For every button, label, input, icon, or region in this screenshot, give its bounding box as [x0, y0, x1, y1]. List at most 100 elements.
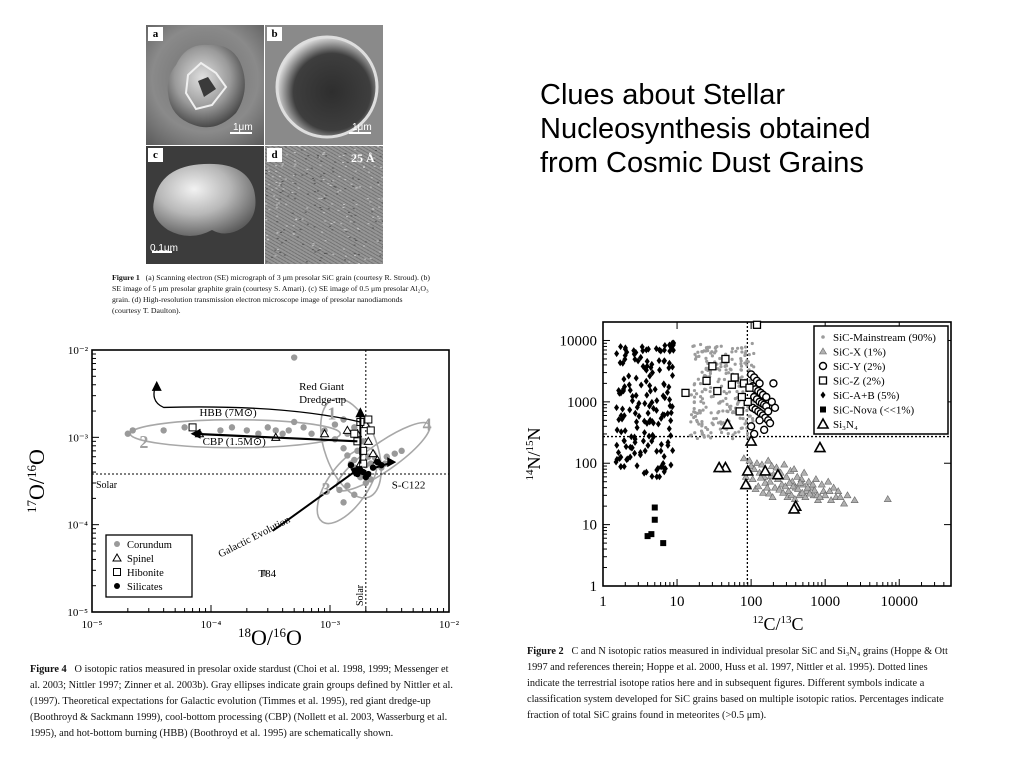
corundum-point	[340, 445, 347, 452]
mainstream-grain-point	[739, 368, 743, 372]
tem-texture-mark	[344, 179, 347, 181]
mainstream-grain-point	[752, 351, 756, 356]
ab-grain-point	[636, 412, 642, 420]
sic-grain-image	[167, 44, 252, 134]
tem-texture-mark	[283, 229, 286, 231]
x-grain-point	[821, 491, 830, 499]
figure-2-caption-text: C and N isotopic ratios measured in indi…	[527, 646, 948, 721]
ab-grain-point	[619, 415, 625, 423]
tem-texture-mark	[275, 207, 278, 209]
hibonite-point	[364, 415, 373, 424]
corundum-point	[272, 427, 279, 434]
tem-texture-mark	[293, 152, 296, 153]
tem-texture-mark	[381, 198, 383, 200]
tem-texture-mark	[275, 170, 278, 172]
ab-grain-point	[644, 391, 650, 399]
mainstream-grain-point	[717, 377, 721, 381]
y-tick-label: 10⁻²	[68, 345, 89, 357]
x-grain-point	[782, 472, 791, 480]
tem-texture-mark	[371, 211, 374, 213]
ab-grain-point	[630, 392, 636, 400]
mainstream-grain-point	[704, 346, 709, 350]
mainstream-grain-point	[697, 422, 701, 426]
tem-texture-mark	[285, 154, 288, 156]
ab-grain-point	[655, 420, 661, 428]
ab-grain-point	[620, 385, 626, 393]
tem-texture-mark	[313, 226, 316, 228]
mainstream-grain-point	[741, 416, 745, 421]
ab-grain-point	[653, 345, 659, 353]
tem-texture-mark	[334, 161, 337, 163]
x-tick-label: 100	[740, 594, 763, 610]
ab-grain-point	[666, 359, 672, 367]
ab-grain-point	[643, 346, 649, 354]
x-grain-point	[815, 493, 824, 500]
tem-texture-mark	[292, 233, 295, 235]
ab-grain-point	[621, 462, 627, 470]
y-grain-point	[755, 416, 764, 425]
x-grain-point	[796, 478, 805, 486]
hbb-label: HBB (7M⊙)	[199, 407, 257, 419]
z-grain-point	[737, 392, 747, 402]
ab-grain-point	[620, 405, 626, 413]
tem-texture-mark	[321, 231, 324, 233]
legend-label: Si₃N₄	[833, 419, 858, 431]
tem-texture-mark	[317, 154, 319, 156]
mainstream-grain-point	[714, 349, 718, 353]
ab-grain-point	[647, 416, 653, 424]
tem-texture-mark	[372, 216, 375, 218]
tem-texture-mark	[348, 261, 351, 263]
tem-texture-mark	[320, 180, 323, 182]
mainstream-grain-point	[722, 390, 726, 394]
tem-texture-mark	[287, 195, 290, 197]
ab-grain-point	[656, 346, 662, 354]
tem-texture-mark	[354, 255, 356, 257]
ab-grain-point	[661, 465, 667, 473]
tem-texture-mark	[320, 209, 323, 211]
x-tick-label: 10⁻²	[439, 619, 460, 631]
tem-texture-mark	[336, 193, 339, 195]
tem-texture-mark	[317, 250, 320, 252]
legend-mainstream-marker	[821, 335, 825, 339]
tem-texture-mark	[283, 254, 286, 256]
tem-texture-mark	[277, 202, 280, 204]
ab-grain-point	[670, 346, 676, 354]
tem-texture-mark	[280, 232, 282, 233]
ab-grain-point	[622, 383, 628, 391]
x-grain-point	[804, 477, 813, 485]
tem-texture-mark	[319, 207, 322, 208]
tem-texture-mark	[342, 207, 345, 208]
corundum-point	[351, 424, 358, 431]
scale-label-a: 1μm	[233, 122, 253, 133]
corundum-point	[362, 479, 370, 487]
tem-texture-mark	[352, 208, 355, 210]
z-grain-point	[739, 379, 749, 388]
tem-texture-mark	[379, 155, 382, 157]
tem-texture-mark	[369, 257, 372, 259]
x-grain-point	[765, 489, 774, 497]
y-tick-label: 10⁻³	[68, 432, 89, 444]
ab-grain-point	[623, 443, 629, 451]
tem-texture-mark	[345, 231, 348, 233]
tem-texture-mark	[322, 212, 325, 214]
mainstream-grain-point	[694, 392, 699, 396]
corundum-point	[344, 482, 351, 489]
x-grain-point	[824, 477, 833, 485]
ab-grain-point	[666, 383, 672, 391]
tem-texture-mark	[265, 195, 268, 197]
ab-grain-point	[632, 435, 638, 443]
mainstream-grain-point	[725, 409, 729, 413]
tem-texture-mark	[276, 232, 279, 234]
tem-texture-mark	[284, 146, 287, 148]
y-grain-point	[746, 422, 756, 431]
spinel-point	[319, 428, 330, 438]
ab-grain-point	[628, 433, 634, 441]
ab-grain-point	[649, 360, 655, 368]
corundum-point	[160, 427, 167, 434]
tem-texture-mark	[369, 186, 372, 188]
ab-grain-point	[633, 349, 639, 357]
legend-label: SiC-X (1%)	[833, 347, 886, 359]
mainstream-grain-point	[725, 391, 729, 396]
tem-texture-mark	[296, 236, 299, 238]
